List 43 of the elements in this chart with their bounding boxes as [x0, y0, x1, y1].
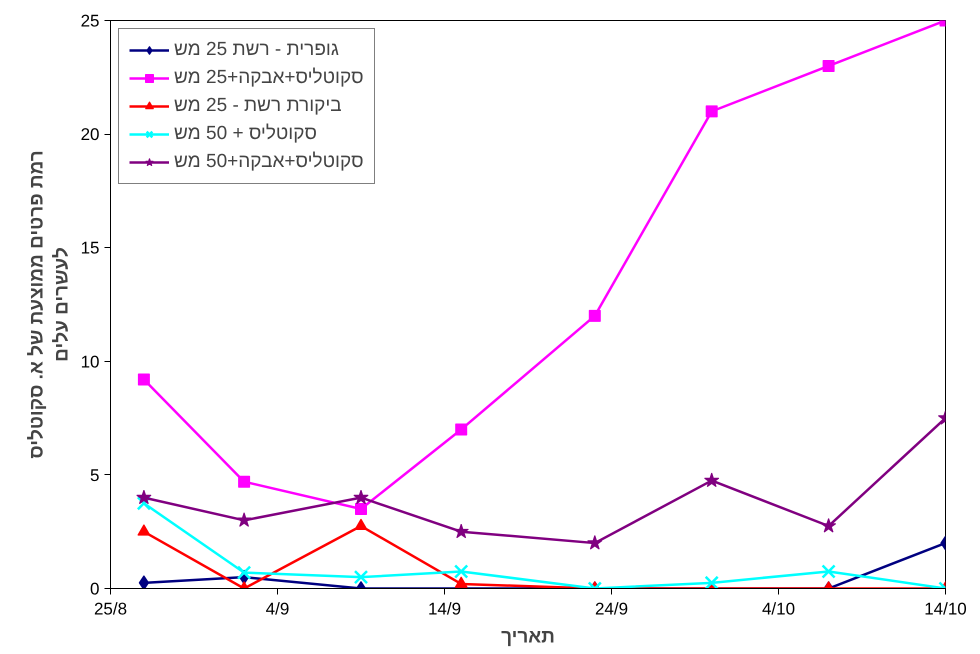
point	[704, 576, 719, 588]
point	[355, 502, 367, 515]
point	[455, 423, 468, 436]
point	[136, 490, 152, 504]
point	[137, 524, 150, 536]
legend-label: סקוטליס+אבקה+25 מש	[174, 67, 364, 89]
y-tick-label: 10	[80, 352, 100, 372]
point	[138, 575, 150, 588]
y-tick-label: 5	[90, 466, 100, 485]
point	[454, 524, 469, 538]
x-tick-label: 4/9	[266, 600, 290, 618]
point	[354, 518, 368, 530]
y-tick-label: 15	[80, 238, 100, 258]
x-tick-label: 14/9	[428, 600, 462, 618]
legend-label: ביקורת רשת - 25 מש	[174, 95, 342, 117]
point	[588, 310, 601, 322]
point	[454, 564, 468, 579]
point	[354, 570, 368, 584]
legend-label: סקוטליס+אבקה+50 מש	[174, 151, 364, 173]
point	[822, 60, 835, 72]
point	[454, 576, 468, 588]
point	[820, 518, 836, 533]
x-tick-label: 25/8	[94, 600, 128, 618]
point	[587, 535, 602, 550]
point	[236, 565, 252, 580]
point	[704, 472, 720, 488]
point	[238, 476, 250, 488]
y-tick-label: 0	[90, 580, 100, 598]
y-axis-title: רמת פרטים ממוצעת של א. סקוטליס לעשרים עלים	[26, 150, 73, 459]
point	[353, 490, 369, 504]
y-tick-label: 25	[80, 12, 100, 30]
legend-label: גופרית - רשת 25 מש	[174, 39, 339, 61]
point	[236, 512, 252, 527]
point	[138, 373, 150, 386]
y-tick-label: 20	[80, 125, 100, 144]
legend-label: סקוטליס + 50 מש	[174, 123, 317, 145]
x-tick-label: 24/9	[594, 600, 628, 618]
x-tick-label: 14/10	[924, 600, 967, 618]
point	[821, 564, 836, 579]
point	[136, 496, 152, 511]
x-tick-label: 4/10	[762, 600, 796, 618]
x-axis-title: תאריך	[501, 626, 555, 648]
point	[706, 105, 718, 118]
